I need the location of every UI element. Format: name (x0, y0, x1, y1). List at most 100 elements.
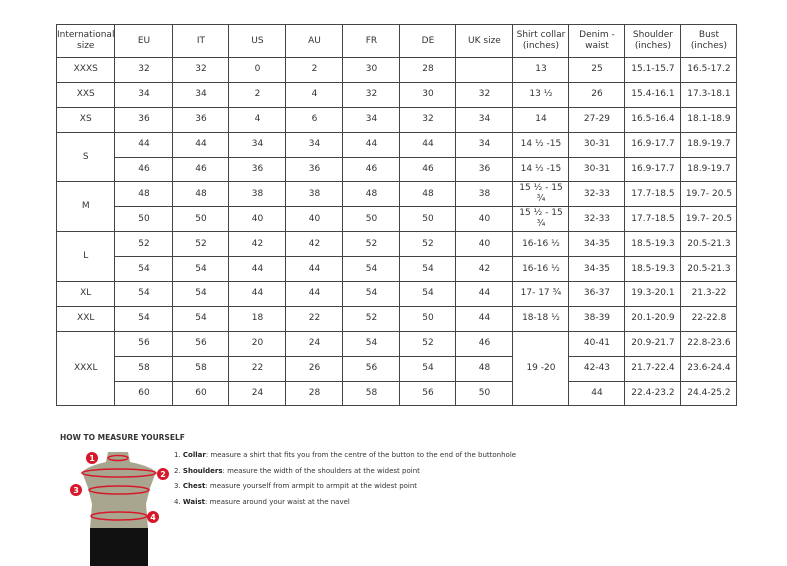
column-header: Shirt collar (inches) (512, 24, 570, 58)
table-cell: 50 (399, 305, 457, 332)
international-size-cell: XXS (55, 81, 116, 108)
step-term: Chest (182, 482, 206, 490)
table-cell: 46 (342, 156, 401, 183)
torso-measure-figure: 1 2 3 4 (70, 452, 169, 566)
table-cell: 17.7-18.5 (624, 206, 682, 233)
step-term: Shoulders (182, 466, 223, 475)
table-row: 50 50 40 40 50 50 40 15 ½ - 15 ¾ 32-33 17.7-18.5 1… (57, 206, 738, 233)
table-cell: 27-29 (568, 106, 626, 133)
table-row: S 44 44 34 34 44 44 34 14 ½ -15 30-31 16.9-17.7 18.… (55, 131, 738, 183)
step-shoulders: 2. Shoulders: measure the width of the s… (174, 467, 516, 483)
table-cell: 46 (399, 156, 457, 183)
column-header: IT (172, 24, 230, 58)
table-cell: 16-16 ½ (512, 231, 570, 258)
step-text: : measure the width of the shoulders at … (222, 466, 420, 475)
table-cell: 56 (399, 380, 457, 407)
table-cell: 40 (228, 206, 287, 233)
table-cell: 50 (114, 206, 174, 233)
column-header: Denim - waist (568, 24, 626, 58)
table-cell: 40 (455, 231, 514, 258)
table-cell: 34 (172, 81, 230, 108)
table-cell: 34 (342, 106, 401, 133)
step-text: : measure yourself from armpit to armpit… (205, 482, 418, 490)
table-row: XXS 34 34 2 4 32 30 32 13 ½ 26 15.4-16.1 17.3-18.1 (55, 81, 738, 108)
table-cell: 52 (399, 231, 457, 258)
table-cell: 52 (172, 231, 230, 258)
step-term: Waist (182, 497, 206, 506)
table-cell: 38 (455, 181, 514, 208)
table-cell: 50 (342, 206, 401, 233)
table-cell: 54 (172, 305, 230, 332)
shorts-shape (90, 528, 148, 566)
international-size-cell: XS (55, 106, 116, 133)
column-header: International size (55, 24, 116, 58)
table-cell: 21.7-22.4 (624, 355, 682, 382)
column-header: DE (399, 24, 457, 58)
table-cell: 34 (285, 131, 344, 158)
table-cell: 60 (172, 380, 230, 407)
table-cell: 52 (399, 330, 457, 357)
table-cell: 34-35 (568, 231, 626, 258)
table-row: XXXS 32 32 0 2 30 28 13 25 15.1-15.7 16.5-17.2 (55, 57, 738, 83)
step-number: 4. (174, 497, 181, 506)
table-cell: 44 (228, 256, 287, 283)
table-cell: 17- 17 ¾ (512, 281, 570, 307)
table-cell: 44 (285, 256, 344, 283)
table-cell: 18-18 ½ (512, 305, 570, 332)
marker-2: 2 (160, 470, 166, 479)
column-header: FR (342, 24, 401, 58)
step-text: : measure a shirt that fits you from the… (205, 451, 517, 459)
table-cell: 44 (114, 131, 174, 158)
table-cell: 16-16 ½ (512, 256, 570, 283)
international-size-cell: XL (55, 281, 116, 307)
table-cell: 42 (455, 256, 514, 283)
table-row: XS 36 36 4 6 34 32 34 14 27-29 16.5-16.4 18.1-18.9 (55, 106, 738, 133)
table-cell: 14 (512, 106, 570, 133)
table-cell: 34 (455, 131, 514, 158)
table-cell: 32 (114, 57, 174, 83)
column-header: UK size (455, 24, 514, 58)
table-cell: 44 (285, 281, 344, 307)
table-cell: 20 (228, 330, 287, 357)
table-cell: 24 (228, 380, 287, 407)
marker-4: 4 (150, 513, 156, 522)
table-cell: 30 (399, 81, 457, 108)
table-row: XL 54 54 44 44 54 54 44 17- 17 ¾ 36-37 19.3-20.1 21… (55, 281, 738, 307)
table-row: 60 60 24 28 58 56 50 44 22.4-23.2 24.4-25.2 (57, 380, 738, 407)
table-cell: 0 (228, 57, 287, 83)
table-cell: 56 (342, 355, 401, 382)
international-size-cell: XXXS (55, 57, 116, 83)
table-cell: 50 (455, 380, 514, 407)
marker-3: 3 (73, 486, 79, 495)
column-header: AU (285, 24, 344, 58)
table-cell: 24.4-25.2 (680, 380, 738, 407)
table-cell: 19.7- 20.5 (680, 206, 738, 233)
table-cell: 60 (114, 380, 174, 407)
table-cell: 54 (342, 330, 401, 357)
table-cell: 6 (285, 106, 344, 133)
table-cell: 48 (455, 355, 514, 382)
international-size-cell: M (55, 181, 116, 233)
table-cell: 4 (285, 81, 344, 108)
torso-shape (82, 452, 156, 528)
table-cell: 2 (228, 81, 287, 108)
table-row: 46 46 36 36 46 46 36 14 ½ -15 30-31 16.9-17.7 18.9… (57, 156, 738, 183)
table-cell: 30 (342, 57, 401, 83)
table-cell: 52 (342, 231, 401, 258)
international-size-cell: XXL (55, 305, 116, 332)
table-cell (455, 57, 514, 83)
table-cell: 38-39 (568, 305, 626, 332)
table-row: 58 58 22 26 56 54 48 42-43 21.7-22.4 23.6-24.4 (57, 355, 738, 382)
table-cell: 19.3-20.1 (624, 281, 682, 307)
table-cell: 40 (285, 206, 344, 233)
table-cell: 36 (114, 106, 174, 133)
table-cell: 50 (172, 206, 230, 233)
table-cell: 46 (172, 156, 230, 183)
table-cell: 22.8-23.6 (680, 330, 738, 357)
table-cell: 36 (228, 156, 287, 183)
column-header: Shoulder (inches) (624, 24, 682, 58)
table-cell: 18 (228, 305, 287, 332)
table-cell: 58 (172, 355, 230, 382)
table-row: XXL 54 54 18 22 52 50 44 18-18 ½ 38-39 20.1-20.9 22… (55, 305, 738, 332)
step-term: Collar (182, 451, 206, 459)
